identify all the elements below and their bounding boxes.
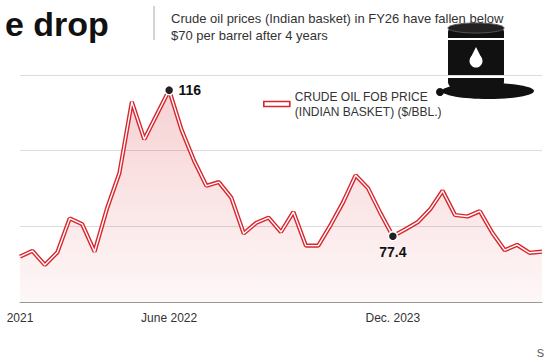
svg-text:77.4: 77.4 (379, 244, 406, 260)
svg-text:S: S (537, 347, 544, 359)
svg-text:June 2022: June 2022 (141, 311, 197, 325)
svg-text:e drop: e drop (5, 5, 109, 43)
svg-text:$70 per barrel after 4 years: $70 per barrel after 4 years (171, 28, 328, 43)
svg-text:116: 116 (178, 82, 201, 98)
svg-text:Dec. 2023: Dec. 2023 (366, 311, 421, 325)
svg-text:Crude oil prices (Indian baske: Crude oil prices (Indian basket) in FY26… (171, 11, 507, 26)
svg-text:(INDIAN BASKET) ($/BBL.): (INDIAN BASKET) ($/BBL.) (295, 105, 442, 119)
svg-text:2021: 2021 (7, 311, 34, 325)
svg-text:CRUDE OIL FOB PRICE: CRUDE OIL FOB PRICE (295, 90, 428, 104)
